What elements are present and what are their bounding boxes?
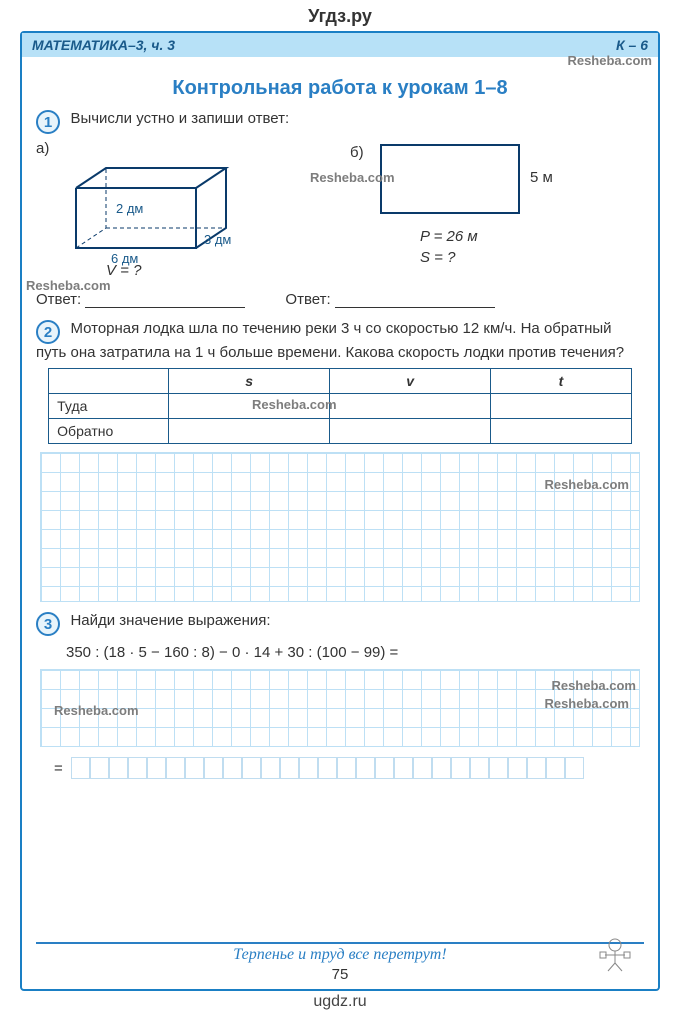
problem-a: а) 2 дм 3 дм 6 дм V = ? Resheba.com [36,140,330,283]
watermark: Resheba.com [551,678,636,693]
rectangle-diagram [380,144,520,214]
answer-box[interactable] [109,757,128,779]
answer-box[interactable] [128,757,147,779]
header-left: МАТЕМАТИКА–3, ч. 3 [32,37,175,53]
task-2: 2 Моторная лодка шла по течению реки 3 ч… [36,320,644,362]
depth-label: 2 дм [116,201,143,216]
equals-sign: = [54,760,63,777]
problem-a-label: а) [36,140,49,157]
task-3-expression: 350 : (18 · 5 − 160 : 8) − 0 · 14 + 30 :… [66,644,644,661]
page-number: 75 [22,966,658,983]
answer-box[interactable] [242,757,261,779]
watermark: Resheba.com [567,53,652,68]
task-2-text: Моторная лодка шла по течению реки 3 ч с… [36,320,624,361]
answer-box[interactable] [185,757,204,779]
answer-box[interactable] [470,757,489,779]
task-2-number: 2 [36,320,60,344]
th-s: s [169,369,330,394]
table-header-row: s v t [49,369,632,394]
answer-label-a: Ответ: [36,291,81,308]
task-1-answers: Ответ: Ответ: [36,291,644,308]
problem-b-label: б) [350,144,364,161]
th-t: t [491,369,632,394]
page-border: МАТЕМАТИКА–3, ч. 3 К – 6 Resheba.com Кон… [20,31,660,991]
task-1-problems: а) 2 дм 3 дм 6 дм V = ? Resheba.com [36,140,644,283]
watermark: Resheba.com [544,477,629,492]
answer-a: Ответ: [36,291,245,308]
site-top-label: Угдз.ру [0,0,680,31]
work-grid-1[interactable]: Resheba.com [40,452,640,602]
cell[interactable] [169,419,330,444]
footer: Терпенье и труд все перетрут! 75 [22,942,658,983]
row-label: Туда [49,394,169,419]
th-v: v [330,369,491,394]
problem-b-p: P = 26 м [420,228,644,245]
answer-equals-row: = [54,757,644,779]
task-3-number: 3 [36,612,60,636]
answer-box[interactable] [90,757,109,779]
cell[interactable] [491,394,632,419]
answer-blank-a[interactable] [85,292,245,308]
answer-box[interactable] [261,757,280,779]
watermark: Resheba.com [26,278,111,293]
table-row: Туда [49,394,632,419]
answer-box[interactable] [71,757,90,779]
answer-box[interactable] [280,757,299,779]
site-bottom-label: ugdz.ru [0,993,680,1011]
answer-box[interactable] [565,757,584,779]
answer-box[interactable] [394,757,413,779]
answer-blank-b[interactable] [335,292,495,308]
answer-box[interactable] [432,757,451,779]
answer-box[interactable] [337,757,356,779]
watermark: Resheba.com [252,397,337,412]
answer-box[interactable] [166,757,185,779]
content-area: Resheba.com Контрольная работа к урокам … [22,57,658,779]
task-1: 1 Вычисли устно и запиши ответ: [36,110,644,134]
answer-box[interactable] [527,757,546,779]
answer-box[interactable] [223,757,242,779]
problem-b-s: S = ? [420,249,644,266]
th-blank [49,369,169,394]
answer-box[interactable] [451,757,470,779]
answer-boxes[interactable] [71,757,584,779]
svt-table: s v t Туда Обратно [48,368,632,444]
answer-box[interactable] [413,757,432,779]
problem-b: б) 5 м Resheba.com P = 26 м S = ? [350,140,644,283]
cuboid-diagram: 2 дм 3 дм 6 дм [66,158,246,258]
answer-box[interactable] [356,757,375,779]
cuboid-svg: 2 дм 3 дм 6 дм [66,158,256,268]
answer-box[interactable] [508,757,527,779]
watermark: Resheba.com [544,696,629,711]
cell[interactable] [330,419,491,444]
watermark: Resheba.com [310,170,395,185]
answer-b: Ответ: [285,291,494,308]
cell[interactable] [330,394,491,419]
answer-box[interactable] [546,757,565,779]
main-title: Контрольная работа к урокам 1–8 [36,77,644,100]
footer-quote: Терпенье и труд все перетрут! [22,946,658,964]
header-bar: МАТЕМАТИКА–3, ч. 3 К – 6 [22,33,658,57]
length-label: 6 дм [111,251,138,266]
task-1-text: Вычисли устно и запиши ответ: [70,110,289,127]
cell[interactable] [491,419,632,444]
mascot-icon [590,933,640,977]
answer-box[interactable] [147,757,166,779]
row-label: Обратно [49,419,169,444]
task-1-number: 1 [36,110,60,134]
task-3-text: Найди значение выражения: [70,612,270,629]
rect-height-label: 5 м [530,169,553,186]
task-3: 3 Найди значение выражения: [36,612,644,636]
answer-label-b: Ответ: [285,291,330,308]
answer-box[interactable] [204,757,223,779]
answer-box[interactable] [299,757,318,779]
watermark: Resheba.com [54,703,139,718]
table-row: Обратно [49,419,632,444]
answer-box[interactable] [489,757,508,779]
answer-box[interactable] [375,757,394,779]
header-right: К – 6 [616,37,648,53]
answer-box[interactable] [318,757,337,779]
footer-rule [36,942,644,944]
width-label: 3 дм [204,232,231,247]
